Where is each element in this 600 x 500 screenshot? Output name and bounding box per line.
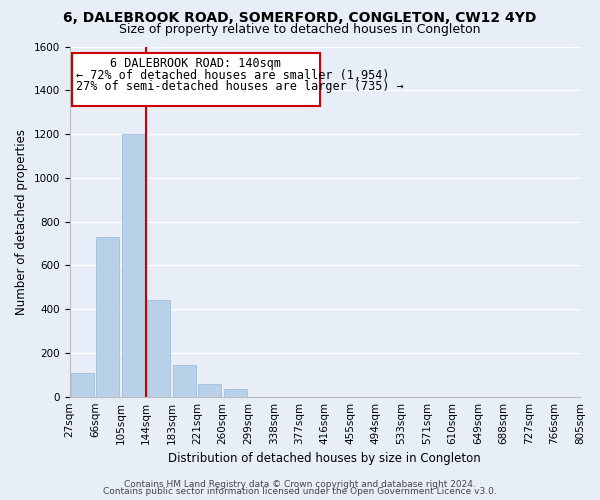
Bar (173, 365, 196, 396)
Bar (71, 372, 94, 396)
Text: Size of property relative to detached houses in Congleton: Size of property relative to detached ho… (119, 22, 481, 36)
Text: 6, DALEBROOK ROAD, SOMERFORD, CONGLETON, CW12 4YD: 6, DALEBROOK ROAD, SOMERFORD, CONGLETON,… (64, 11, 536, 25)
Bar (148, 300, 170, 396)
Bar (122, 134, 145, 396)
Text: ← 72% of detached houses are smaller (1,954): ← 72% of detached houses are smaller (1,… (76, 70, 389, 82)
FancyBboxPatch shape (72, 53, 320, 106)
Text: 27% of semi-detached houses are larger (735) →: 27% of semi-detached houses are larger (… (76, 80, 404, 94)
Text: Contains HM Land Registry data © Crown copyright and database right 2024.: Contains HM Land Registry data © Crown c… (124, 480, 476, 489)
Bar (224, 389, 247, 396)
Text: 6 DALEBROOK ROAD: 140sqm: 6 DALEBROOK ROAD: 140sqm (110, 58, 281, 70)
Y-axis label: Number of detached properties: Number of detached properties (15, 128, 28, 314)
Bar (199, 384, 221, 396)
Bar (97, 237, 119, 396)
Text: Contains public sector information licensed under the Open Government Licence v3: Contains public sector information licen… (103, 488, 497, 496)
X-axis label: Distribution of detached houses by size in Congleton: Distribution of detached houses by size … (169, 452, 481, 465)
